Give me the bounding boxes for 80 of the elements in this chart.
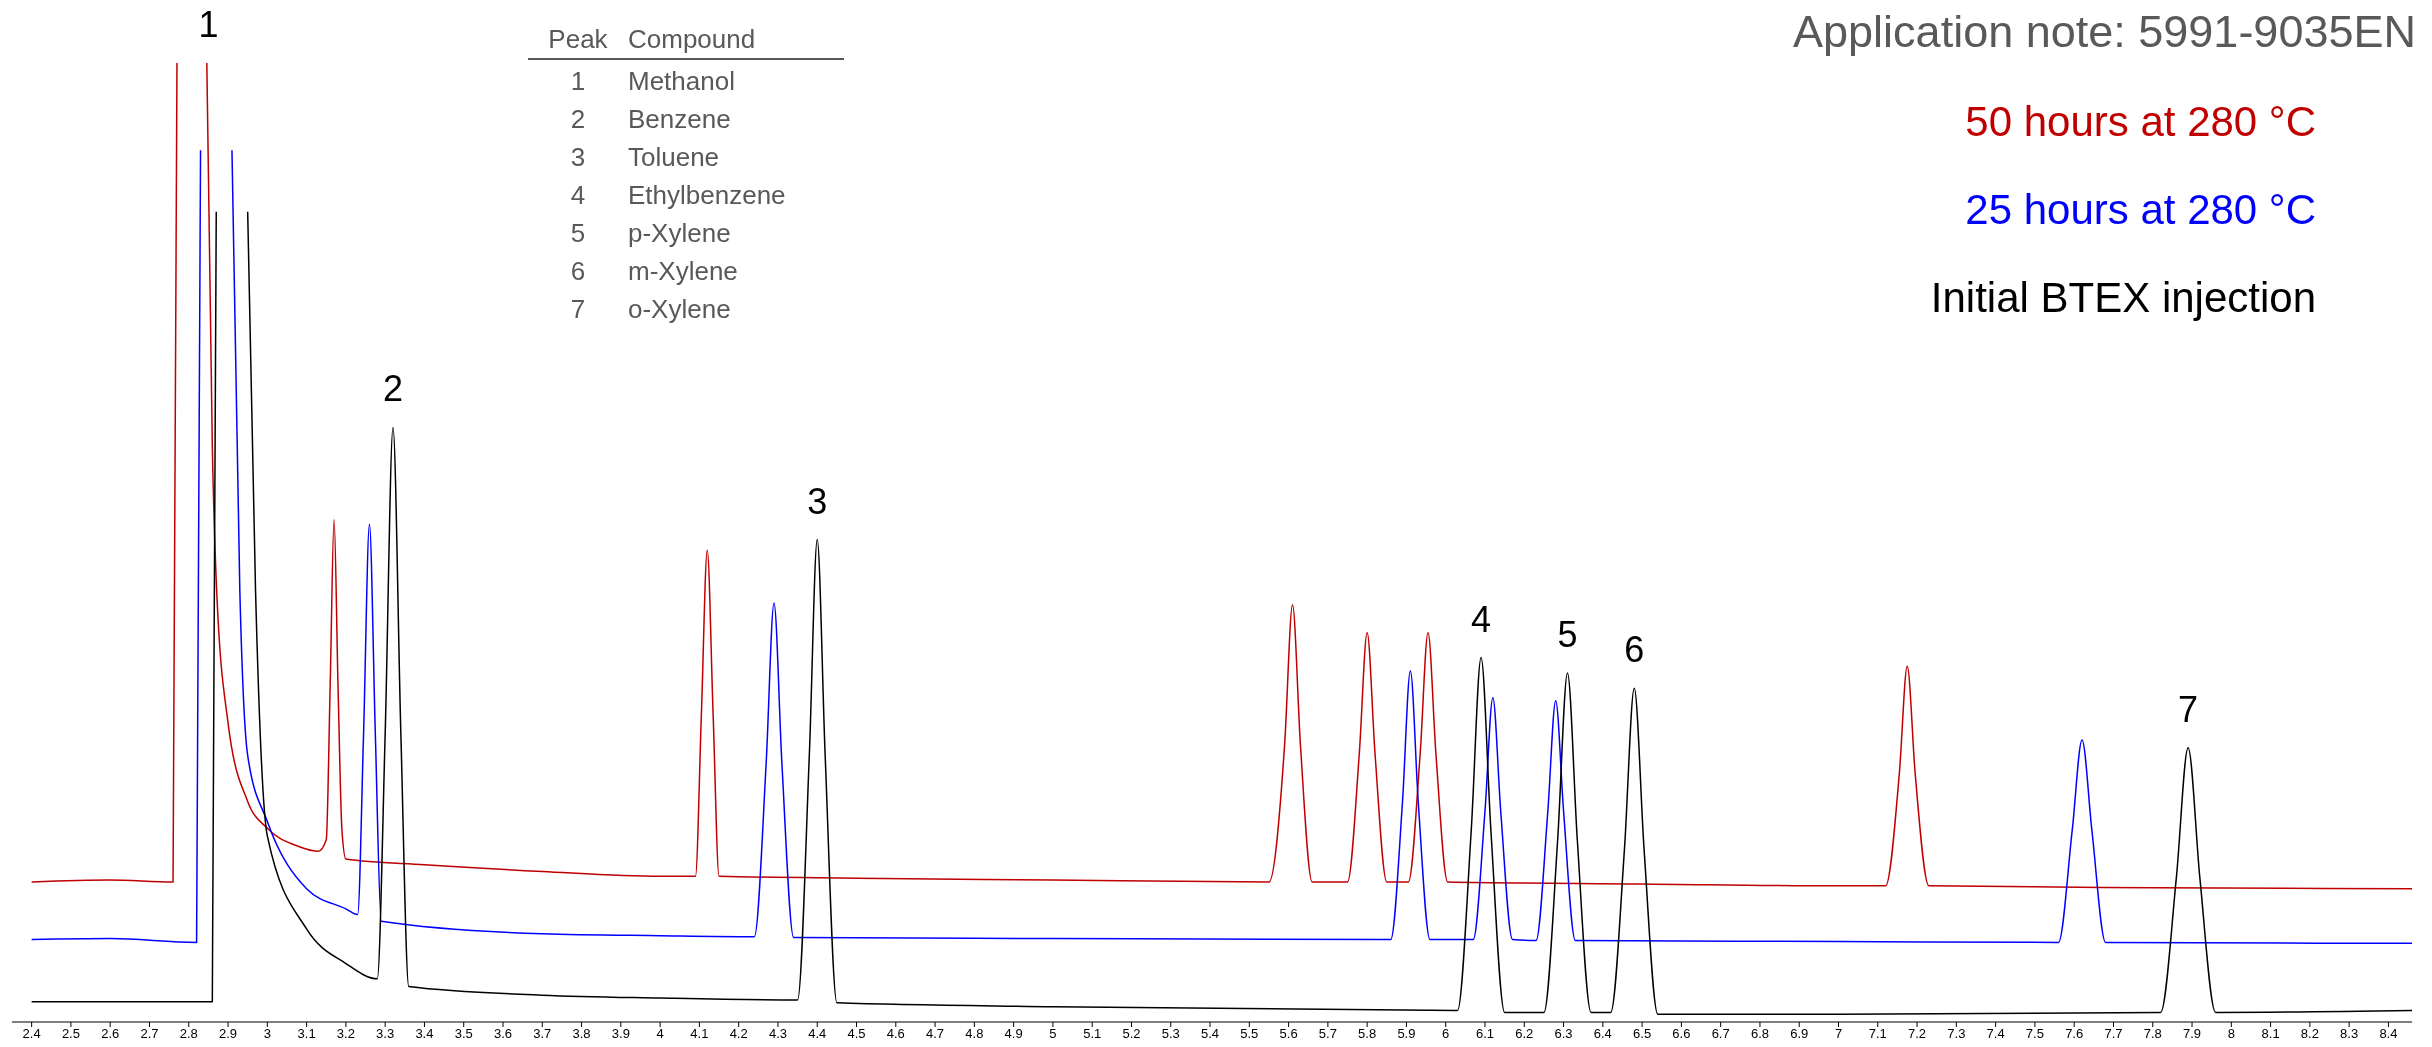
annotation: 6	[1624, 629, 1645, 671]
x-tick-label: 5	[1049, 1026, 1057, 1042]
x-tick-label: 6	[1442, 1026, 1450, 1042]
x-tick-label: 7.8	[2143, 1026, 2162, 1042]
x-tick-label: 3.9	[611, 1026, 630, 1042]
x-tick-label: 3.8	[572, 1026, 591, 1042]
x-tick-label: 4.1	[690, 1026, 709, 1042]
chart-title: Application note: 5991-9035EN	[1793, 6, 2416, 58]
x-tick-label: 5.1	[1083, 1026, 1102, 1042]
annotation: 5	[1557, 613, 1578, 655]
x-tick-label: 4	[656, 1026, 664, 1042]
x-tick-label: 3.5	[454, 1026, 473, 1042]
text: 1 Methanol	[570, 65, 735, 96]
x-tick-label: 3.3	[376, 1026, 395, 1042]
x-tick-label: 6.9	[1790, 1026, 1809, 1042]
text: 3 Toluene	[570, 141, 720, 172]
annotation: 4	[1471, 598, 1492, 640]
x-tick-label: 6.6	[1672, 1026, 1691, 1042]
text: 7 o-Xylene	[570, 293, 731, 324]
x-tick-label: 6.1	[1475, 1026, 1495, 1042]
x-tick-label: 3.7	[533, 1026, 552, 1042]
text: 4 Ethylbenzene	[570, 179, 786, 210]
x-tick-label: 6.7	[1711, 1026, 1730, 1042]
x-tick-label: 6.4	[1593, 1026, 1612, 1042]
x-tick-label: 8.1	[2261, 1026, 2280, 1042]
annotation: 3	[807, 480, 828, 522]
x-tick-label: 7.7	[2104, 1026, 2123, 1042]
x-tick-label: 5.4	[1201, 1026, 1220, 1042]
text: 50 hours at 280 °C	[1965, 97, 2316, 147]
x-tick-label: 2.4	[22, 1026, 41, 1042]
x-tick-label: 5.6	[1279, 1026, 1298, 1042]
x-tick-label: 3.4	[415, 1026, 434, 1042]
text: 2 Benzene	[570, 103, 731, 134]
x-tick-label: 5.3	[1161, 1026, 1180, 1042]
x-tick-label: 8.3	[2340, 1026, 2359, 1042]
x-tick-label: 4.7	[926, 1026, 945, 1042]
x-tick-label: 2.5	[61, 1026, 80, 1042]
x-tick-label: 4.6	[886, 1026, 905, 1042]
x-tick-label: 3.1	[297, 1026, 316, 1042]
x-tick-label: 7.3	[1947, 1026, 1966, 1042]
x-tick-label: 3	[263, 1026, 271, 1042]
x-tick-label: 6.3	[1554, 1026, 1573, 1042]
x-tick-label: 5.9	[1397, 1026, 1416, 1042]
x-tick-label: 3.2	[336, 1026, 355, 1042]
text: Peak Compound	[547, 23, 756, 55]
x-tick-label: 5.7	[1318, 1026, 1337, 1042]
x-tick-label: 2.9	[219, 1026, 238, 1042]
x-tick-label: 2.6	[101, 1026, 120, 1042]
x-tick-label: 4.4	[808, 1026, 827, 1042]
x-tick-label: 8.4	[2379, 1026, 2398, 1042]
x-tick-label: 4.5	[847, 1026, 866, 1042]
annotation: 2	[383, 368, 404, 410]
x-tick-label: 2.7	[140, 1026, 159, 1042]
x-tick-label: 8.2	[2300, 1026, 2319, 1042]
x-tick-label: 5.8	[1358, 1026, 1377, 1042]
x-tick-label: 2.8	[179, 1026, 198, 1042]
x-tick-label: 6.8	[1750, 1026, 1769, 1042]
text: 6 m-Xylene	[570, 255, 738, 286]
x-tick-label: 6.5	[1633, 1026, 1652, 1042]
annotation: 7	[2178, 688, 2199, 730]
x-tick-label: 7.9	[2182, 1026, 2202, 1042]
x-tick-label: 8	[2227, 1026, 2235, 1042]
x-tick-label: 7	[1834, 1026, 1843, 1042]
x-tick-label: 7.1	[1868, 1026, 1887, 1042]
text: Initial BTEX injection	[1930, 273, 2316, 323]
x-tick-label: 4.3	[768, 1026, 787, 1042]
x-tick-label: 5.5	[1240, 1026, 1259, 1042]
x-tick-label: 6.2	[1515, 1026, 1534, 1042]
x-tick-label: 7.4	[1986, 1026, 2005, 1042]
x-tick-label: 7.2	[1908, 1026, 1927, 1042]
x-tick-label: 4.9	[1004, 1026, 1023, 1042]
x-tick-label: 7.6	[2065, 1026, 2084, 1042]
text: 5 p-Xylene	[570, 217, 731, 248]
x-tick-label: 4.2	[729, 1026, 748, 1042]
x-tick-label: 7.5	[2025, 1026, 2044, 1042]
x-tick-label: 3.6	[493, 1026, 513, 1042]
x-tick-label: 5.2	[1122, 1026, 1141, 1042]
text: 25 hours at 280 °C	[1965, 185, 2316, 235]
x-tick-label: 4.8	[965, 1026, 984, 1042]
annotation: 1	[198, 4, 219, 45]
